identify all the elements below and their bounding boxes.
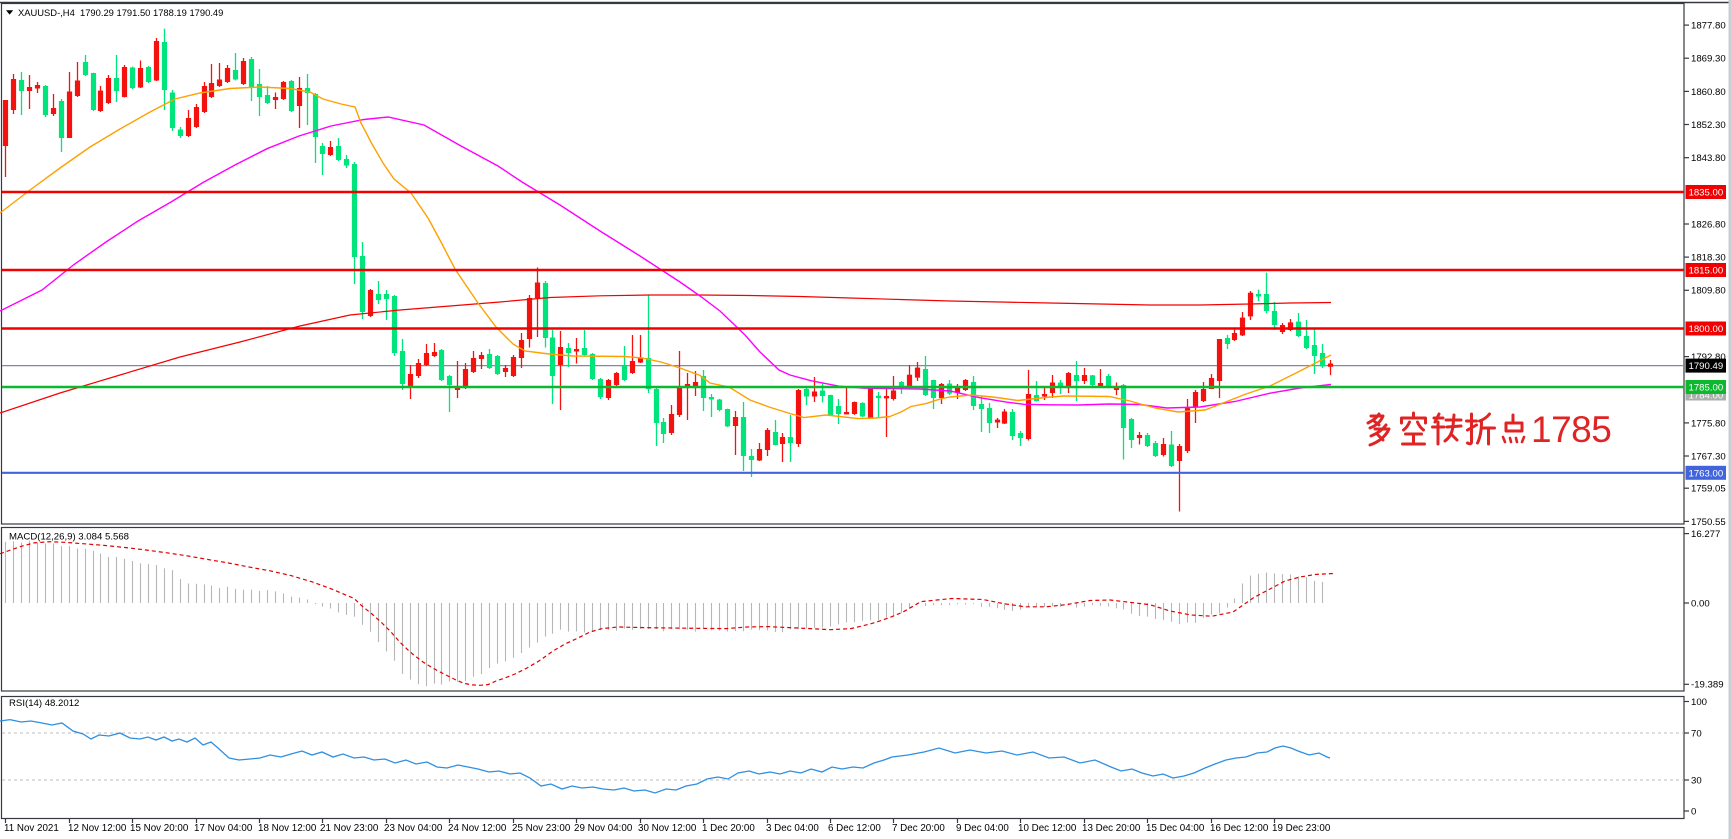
svg-text:0: 0 — [1691, 806, 1696, 817]
svg-text:16 Dec 12:00: 16 Dec 12:00 — [1210, 823, 1269, 834]
svg-text:1792.80: 1792.80 — [1691, 352, 1726, 363]
svg-text:1843.80: 1843.80 — [1691, 153, 1726, 164]
svg-text:RSI(14) 48.2012: RSI(14) 48.2012 — [9, 698, 79, 709]
svg-text:1818.30: 1818.30 — [1691, 253, 1726, 264]
svg-text:7 Dec 20:00: 7 Dec 20:00 — [892, 823, 945, 834]
svg-text:1775.80: 1775.80 — [1691, 418, 1726, 429]
svg-text:24 Nov 12:00: 24 Nov 12:00 — [448, 823, 507, 834]
svg-text:6 Dec 12:00: 6 Dec 12:00 — [828, 823, 881, 834]
svg-text:-19.389: -19.389 — [1691, 680, 1724, 691]
svg-text:10 Dec 12:00: 10 Dec 12:00 — [1018, 823, 1077, 834]
svg-text:23 Nov 04:00: 23 Nov 04:00 — [384, 823, 443, 834]
svg-text:25 Nov 23:00: 25 Nov 23:00 — [512, 823, 571, 834]
svg-text:16.277: 16.277 — [1691, 529, 1720, 540]
svg-text:1835.00: 1835.00 — [1689, 188, 1724, 199]
svg-text:1759.05: 1759.05 — [1691, 484, 1726, 495]
svg-text:100: 100 — [1691, 697, 1707, 708]
svg-text:19 Dec 23:00: 19 Dec 23:00 — [1272, 823, 1331, 834]
svg-text:3 Dec 04:00: 3 Dec 04:00 — [766, 823, 819, 834]
svg-text:1800.00: 1800.00 — [1689, 324, 1724, 335]
svg-text:1784.00: 1784.00 — [1689, 391, 1724, 402]
svg-text:70: 70 — [1691, 728, 1702, 739]
svg-text:1852.30: 1852.30 — [1691, 120, 1726, 131]
svg-text:1785: 1785 — [1531, 409, 1611, 450]
svg-text:1869.30: 1869.30 — [1691, 54, 1726, 65]
svg-text:1767.30: 1767.30 — [1691, 451, 1726, 462]
svg-text:21 Nov 23:00: 21 Nov 23:00 — [320, 823, 379, 834]
svg-text:29 Nov 04:00: 29 Nov 04:00 — [574, 823, 633, 834]
svg-text:XAUUSD-,H4 1790.29 1791.50 17: XAUUSD-,H4 1790.29 1791.50 1788.19 1790.… — [18, 7, 223, 18]
svg-text:13 Dec 20:00: 13 Dec 20:00 — [1082, 823, 1141, 834]
svg-text:1790.49: 1790.49 — [1689, 361, 1724, 372]
svg-text:1826.80: 1826.80 — [1691, 219, 1726, 230]
svg-text:30: 30 — [1691, 775, 1702, 786]
svg-text:MACD(12,26,9) 3.084 5.568: MACD(12,26,9) 3.084 5.568 — [9, 532, 129, 543]
svg-text:30 Nov 12:00: 30 Nov 12:00 — [638, 823, 697, 834]
svg-text:17 Nov 04:00: 17 Nov 04:00 — [194, 823, 253, 834]
svg-text:15 Nov 20:00: 15 Nov 20:00 — [130, 823, 189, 834]
svg-text:15 Dec 04:00: 15 Dec 04:00 — [1146, 823, 1205, 834]
svg-text:12 Nov 12:00: 12 Nov 12:00 — [68, 823, 127, 834]
svg-text:0.00: 0.00 — [1691, 598, 1710, 609]
svg-text:9 Dec 04:00: 9 Dec 04:00 — [956, 823, 1009, 834]
svg-text:1877.80: 1877.80 — [1691, 21, 1726, 32]
svg-text:1763.00: 1763.00 — [1689, 468, 1724, 479]
svg-text:1 Dec 20:00: 1 Dec 20:00 — [702, 823, 755, 834]
svg-text:11 Nov 2021: 11 Nov 2021 — [4, 823, 59, 834]
svg-text:1750.55: 1750.55 — [1691, 517, 1726, 528]
svg-text:1815.00: 1815.00 — [1689, 266, 1724, 277]
svg-text:1809.80: 1809.80 — [1691, 286, 1726, 297]
svg-text:18 Nov 12:00: 18 Nov 12:00 — [258, 823, 317, 834]
svg-text:1785.00: 1785.00 — [1689, 383, 1724, 394]
svg-text:1860.80: 1860.80 — [1691, 87, 1726, 98]
